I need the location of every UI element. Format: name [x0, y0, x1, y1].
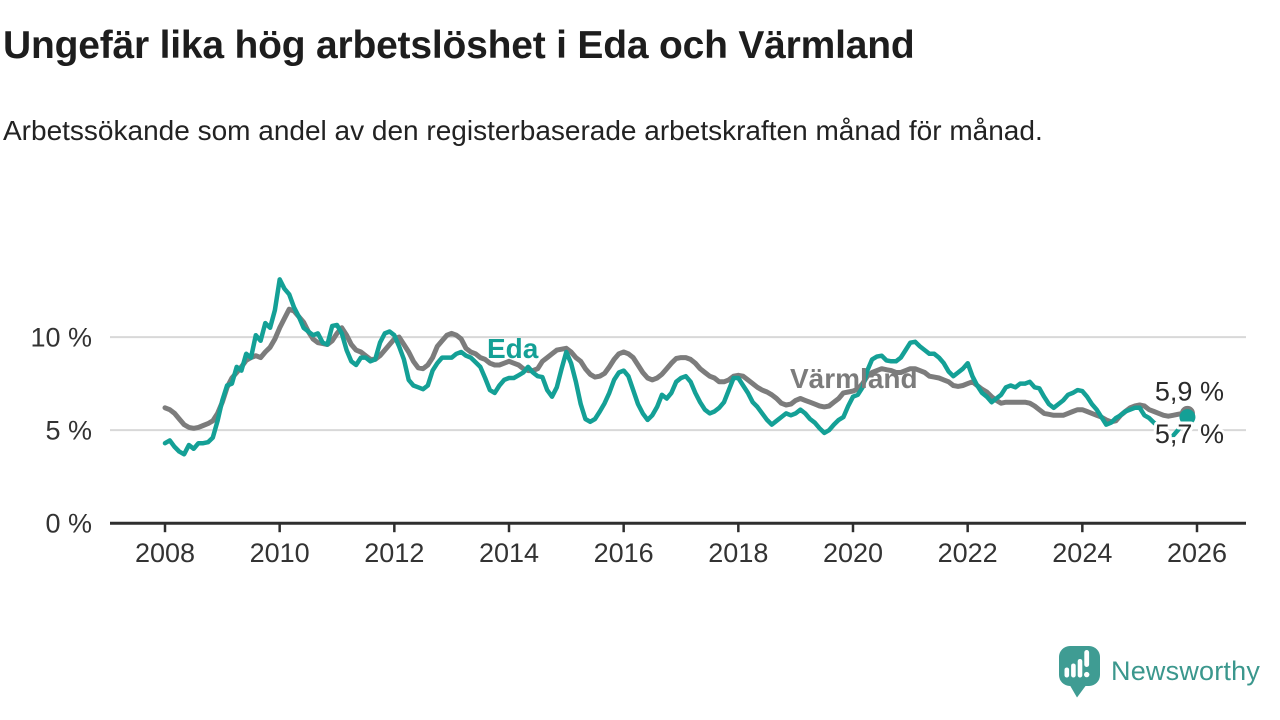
- newsworthy-logo: Newsworthy: [1058, 644, 1260, 700]
- y-tick-label-10: 10 %: [30, 323, 92, 353]
- eda-line: [162, 277, 1190, 457]
- y-tick-label-0: 0 %: [45, 509, 92, 539]
- chart-title: Ungefär lika hög arbetslöshet i Eda och …: [3, 24, 915, 67]
- eda-end-dot: [1179, 409, 1196, 426]
- logo-exclamation-icon: [1084, 650, 1090, 667]
- x-tick-label-2012: 2012: [364, 538, 424, 568]
- logo-bar-3-icon: [1077, 659, 1083, 678]
- eda-series-label: Eda: [487, 333, 539, 364]
- x-tick-label-2020: 2020: [823, 538, 883, 568]
- x-tick-label-2022: 2022: [938, 538, 998, 568]
- newsworthy-logo-icon: [1059, 646, 1100, 698]
- chart-subtitle: Arbetssökande som andel av den registerb…: [3, 115, 1043, 146]
- x-tick-label-2026: 2026: [1167, 538, 1227, 568]
- eda-end-value-label: 5,7 %: [1155, 419, 1224, 449]
- varmland-line: [162, 306, 1190, 431]
- x-tick-label-2024: 2024: [1052, 538, 1112, 568]
- logo-exclamation-dot-icon: [1084, 671, 1090, 678]
- x-tick-label-2018: 2018: [708, 538, 768, 568]
- x-tick-label-2008: 2008: [135, 538, 195, 568]
- x-tick-label-2014: 2014: [479, 538, 539, 568]
- x-tick-label-2010: 2010: [250, 538, 310, 568]
- logo-bar-1-icon: [1064, 667, 1070, 678]
- y-tick-label-5: 5 %: [45, 416, 92, 446]
- varmland-series-label: Värmland: [790, 363, 918, 394]
- varmland-end-value-label: 5,9 %: [1155, 376, 1224, 406]
- x-tick-label-2016: 2016: [594, 538, 654, 568]
- logo-bar-2-icon: [1071, 663, 1076, 678]
- newsworthy-logo-text: Newsworthy: [1111, 656, 1261, 686]
- logo-speech-bubble-tail: [1068, 682, 1087, 698]
